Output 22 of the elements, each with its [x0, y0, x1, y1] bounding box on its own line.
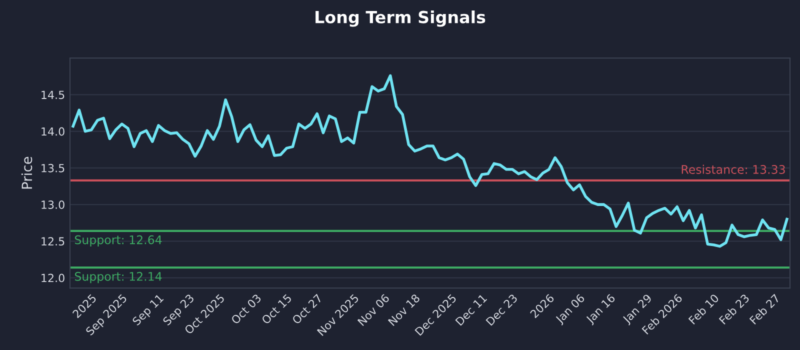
chart-title: Long Term Signals	[316, 10, 486, 27]
x-tick-label: Feb 23	[718, 294, 750, 325]
y-tick-label: 12.5	[42, 237, 64, 246]
y-tick-label: 14.5	[42, 90, 64, 100]
ref-line-label: Support: 12.14	[74, 272, 162, 284]
y-axis-title: Price	[21, 156, 32, 189]
x-tick-label: Jan 16	[585, 294, 618, 326]
x-tick-label: Oct 15	[261, 294, 292, 325]
x-tick-label: Oct 03	[230, 294, 262, 325]
y-tick-label: 12.0	[42, 274, 64, 282]
x-tick-label: Feb 10	[688, 293, 720, 325]
ref-line-label: Resistance: 13.33	[682, 164, 785, 174]
y-tick-label: 14.0	[42, 127, 64, 136]
x-tick-label: Feb 27	[749, 294, 780, 325]
line-series	[72, 74, 788, 248]
ref-line-label: Support: 12.64	[74, 235, 162, 247]
x-tick-label: Nov 18	[388, 294, 420, 326]
x-tick-label: Oct 27	[292, 294, 323, 325]
x-tick-label: Dec 23	[486, 294, 518, 326]
y-tick-label: 13.5	[42, 164, 64, 172]
y-tick-label: 13.0	[42, 200, 64, 209]
x-tick-label: Jan 06	[554, 294, 587, 326]
